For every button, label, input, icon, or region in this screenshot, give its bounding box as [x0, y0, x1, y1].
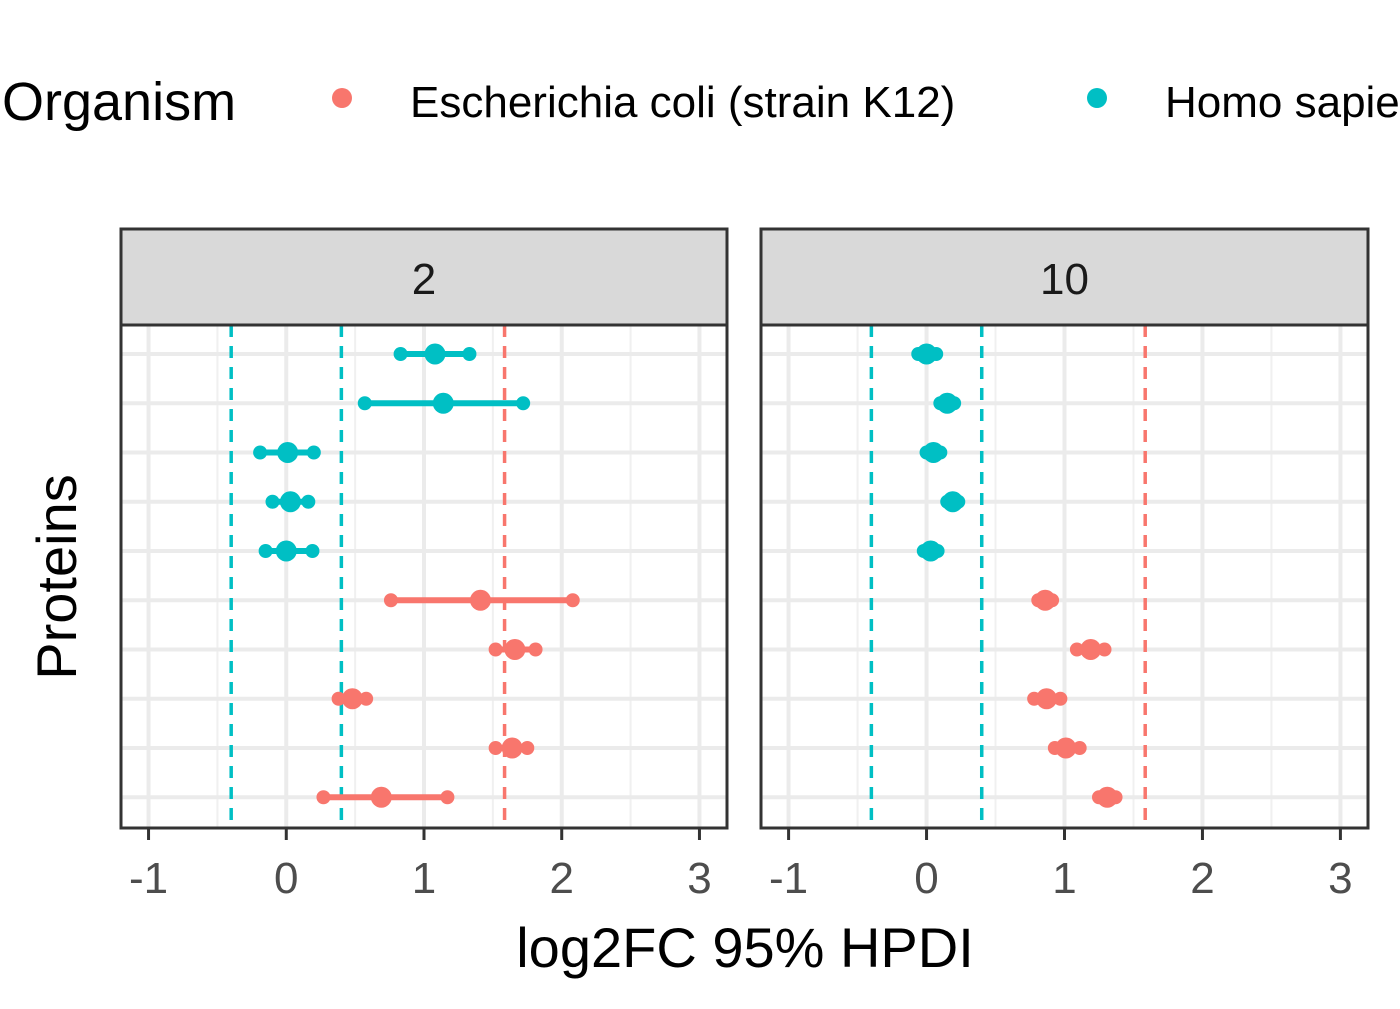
interval-high-point — [565, 593, 580, 608]
interval-high-point — [306, 445, 321, 460]
interval-low-point — [331, 691, 346, 706]
interval-low-point — [393, 347, 408, 361]
interval-mid-point — [922, 442, 944, 463]
legend: Organism Escherichia coli (strain K12) H… — [2, 72, 1400, 132]
strip-background — [759, 227, 1370, 327]
interval-low-point — [265, 494, 280, 509]
x-tick-label: 3 — [1328, 854, 1352, 903]
interval-low-point — [253, 445, 268, 460]
interval-mid-point — [1055, 737, 1077, 759]
legend-title: Organism — [2, 72, 236, 132]
strip-label: 2 — [412, 255, 436, 304]
panel-2: 2 -1 0 1 2 3 — [119, 227, 729, 903]
x-tick-label: 0 — [914, 854, 938, 903]
x-tick-label: -1 — [129, 854, 168, 903]
y-axis-title: Proteins — [25, 474, 88, 679]
interval-mid-point — [1034, 589, 1056, 611]
interval-high-point — [516, 396, 531, 411]
interval-mid-point — [916, 343, 938, 365]
interval-mid-point — [469, 589, 491, 611]
interval-mid-point — [920, 540, 942, 562]
x-axis-title: log2FC 95% HPDI — [516, 916, 974, 979]
interval-mid-point — [277, 442, 299, 463]
interval-mid-point — [1096, 786, 1118, 808]
interval-low-point — [488, 642, 503, 657]
interval-mid-point — [936, 392, 958, 414]
interval-low-point — [357, 396, 372, 411]
x-tick-label: 2 — [1190, 854, 1214, 903]
legend-key-human — [1087, 88, 1107, 108]
x-tick-label: 0 — [274, 854, 298, 903]
interval-high-point — [301, 494, 316, 509]
legend-label-human: Homo sapiens — [1165, 78, 1400, 127]
interval-low-point — [316, 790, 331, 805]
interval-high-point — [440, 790, 455, 805]
interval-high-point — [359, 691, 374, 706]
panel-10: 10 -1 0 1 2 3 — [759, 227, 1370, 903]
legend-label-ecoli: Escherichia coli (strain K12) — [410, 78, 955, 127]
interval-mid-point — [424, 343, 446, 365]
interval-low-point — [383, 593, 398, 608]
interval-high-point — [1072, 741, 1087, 755]
interval-mid-point — [341, 688, 363, 710]
interval-mid-point — [275, 540, 297, 562]
interval-low-point — [258, 544, 273, 558]
interval-high-point — [305, 544, 320, 558]
interval-mid-point — [1036, 688, 1058, 710]
interval-low-point — [1069, 642, 1084, 657]
interval-mid-point — [501, 737, 523, 759]
interval-high-point — [1053, 691, 1068, 706]
interval-high-point — [462, 347, 477, 361]
interval-mid-point — [504, 639, 526, 660]
panels: 2 -1 0 1 2 3 10 -1 0 1 2 3 — [119, 227, 1370, 903]
interval-mid-point — [279, 491, 301, 513]
interval-high-point — [1097, 642, 1112, 657]
x-tick-label: 1 — [412, 854, 436, 903]
strip-background — [119, 227, 729, 327]
x-tick-label: 3 — [687, 854, 711, 903]
x-tick-label: 2 — [549, 854, 573, 903]
interval-mid-point — [432, 392, 454, 414]
strip-label: 10 — [1040, 255, 1089, 304]
interval-high-point — [520, 741, 535, 755]
interval-mid-point — [1080, 639, 1102, 660]
x-tick-label: 1 — [1052, 854, 1076, 903]
interval-mid-point — [942, 491, 964, 513]
interval-low-point — [488, 741, 503, 755]
legend-key-ecoli — [332, 88, 352, 108]
interval-mid-point — [370, 786, 392, 808]
interval-high-point — [528, 642, 543, 657]
x-tick-label: -1 — [769, 854, 808, 903]
